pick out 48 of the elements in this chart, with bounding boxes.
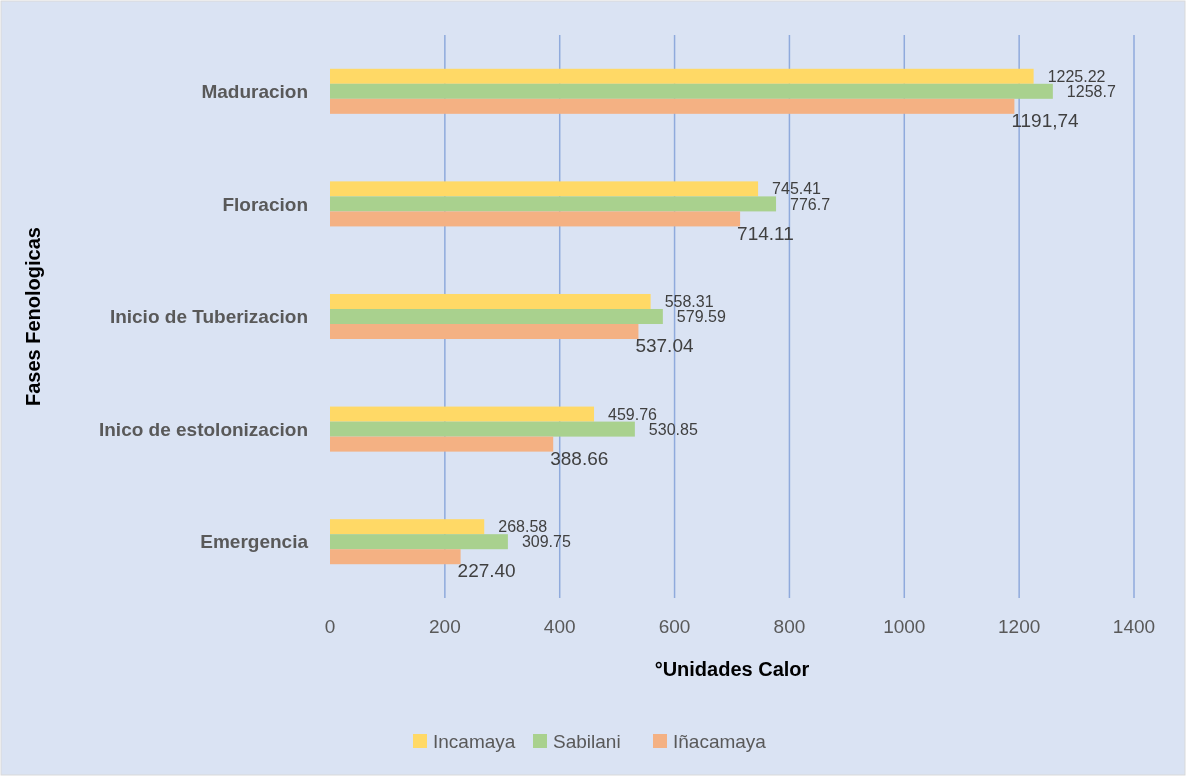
data-label: 388.66: [550, 447, 609, 469]
data-label: 530.85: [648, 420, 698, 438]
bar: [330, 436, 554, 452]
legend-label: Iñacamaya: [673, 730, 767, 752]
y-tick-label: Emergencia: [200, 531, 309, 553]
data-label: 537.04: [635, 335, 694, 357]
bar: [330, 308, 663, 325]
data-label: 714.11: [737, 222, 794, 244]
data-label: 1191,74: [1011, 109, 1080, 131]
x-axis-title: °Unidades Calor: [654, 658, 810, 680]
x-tick-label: 400: [543, 616, 576, 637]
data-label: 579.59: [676, 308, 726, 326]
x-tick-label: 200: [429, 616, 461, 637]
bar: [330, 293, 651, 309]
bar: [330, 421, 635, 437]
bar: [330, 68, 1034, 84]
y-tick-label: Maduracion: [201, 80, 308, 102]
legend-label: Sabilani: [553, 730, 621, 752]
y-tick-label: Inico de estolonizacion: [98, 418, 308, 440]
x-tick-label: 1400: [1112, 616, 1156, 637]
bar: [330, 534, 508, 550]
data-label: 1258.7: [1066, 82, 1116, 100]
x-tick-label: 0: [324, 616, 336, 637]
x-tick-label: 1200: [998, 616, 1041, 637]
bar: [330, 211, 741, 227]
y-tick-label: Floracion: [222, 193, 308, 215]
x-tick-label: 600: [658, 616, 691, 637]
bar: [330, 196, 777, 212]
x-tick-label: 1000: [883, 616, 926, 637]
y-tick-label: Inicio de Tuberizacion: [109, 306, 308, 328]
bar: [330, 324, 639, 340]
data-label: 1225.22: [1047, 67, 1106, 85]
y-axis-title: Fases Fenologicas: [22, 227, 44, 406]
bar: [330, 406, 595, 422]
bar: [330, 181, 759, 197]
bar: [330, 549, 461, 565]
bar: [330, 519, 485, 535]
data-label: 268.58: [498, 518, 548, 536]
data-label: 776.7: [790, 195, 831, 213]
data-label: 227.40: [457, 560, 516, 582]
bar: [330, 83, 1053, 99]
data-label: 309.75: [521, 533, 571, 551]
bar: [330, 98, 1015, 114]
x-tick-label: 800: [773, 616, 806, 637]
data-label: 459.76: [608, 405, 658, 423]
data-label: 745.41: [772, 180, 822, 198]
legend-label: Incamaya: [433, 730, 516, 752]
data-label: 558.31: [664, 293, 714, 311]
